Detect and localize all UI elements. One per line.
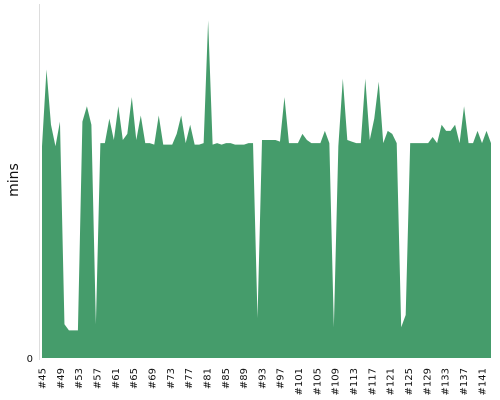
x-tick-labels: #45 #49 #53 #57 #61 #65 #69 #73 #77 #81 #85 #89 #93 #…	[38, 368, 489, 395]
x-tick-label: #97	[276, 368, 287, 389]
x-tick-label: #125	[404, 368, 415, 395]
x-tick-label: #85	[221, 368, 232, 389]
x-tick-label: #57	[93, 368, 104, 389]
series-area	[42, 20, 491, 358]
x-tick-label: #45	[38, 368, 49, 389]
x-tick-label: #141	[477, 368, 488, 395]
x-tick-label: #121	[386, 368, 397, 395]
x-tick-label: #65	[129, 368, 140, 389]
x-tick-label: #117	[367, 368, 378, 395]
x-tick-label: #73	[166, 368, 177, 389]
x-tick-label: #109	[331, 368, 342, 395]
x-tick-label: #101	[294, 368, 305, 395]
x-tick-label: #105	[312, 368, 323, 395]
x-tick-label: #133	[441, 368, 452, 395]
x-tick-label: #129	[422, 368, 433, 395]
x-tick-label: #77	[184, 368, 195, 389]
x-tick-label: #93	[257, 368, 268, 389]
x-tick-label: #81	[202, 368, 213, 389]
y-tick-label: 0	[27, 354, 33, 365]
plot-area	[42, 20, 491, 358]
x-tick-label: #61	[111, 368, 122, 389]
x-tick-label: #137	[459, 368, 470, 395]
y-axis-label: mins	[6, 163, 22, 197]
x-tick-label: #49	[56, 368, 67, 389]
x-tick-label: #69	[148, 368, 159, 389]
x-tick-label: #89	[239, 368, 250, 389]
x-tick-label: #113	[349, 368, 360, 395]
x-tick-label: #53	[74, 368, 85, 389]
